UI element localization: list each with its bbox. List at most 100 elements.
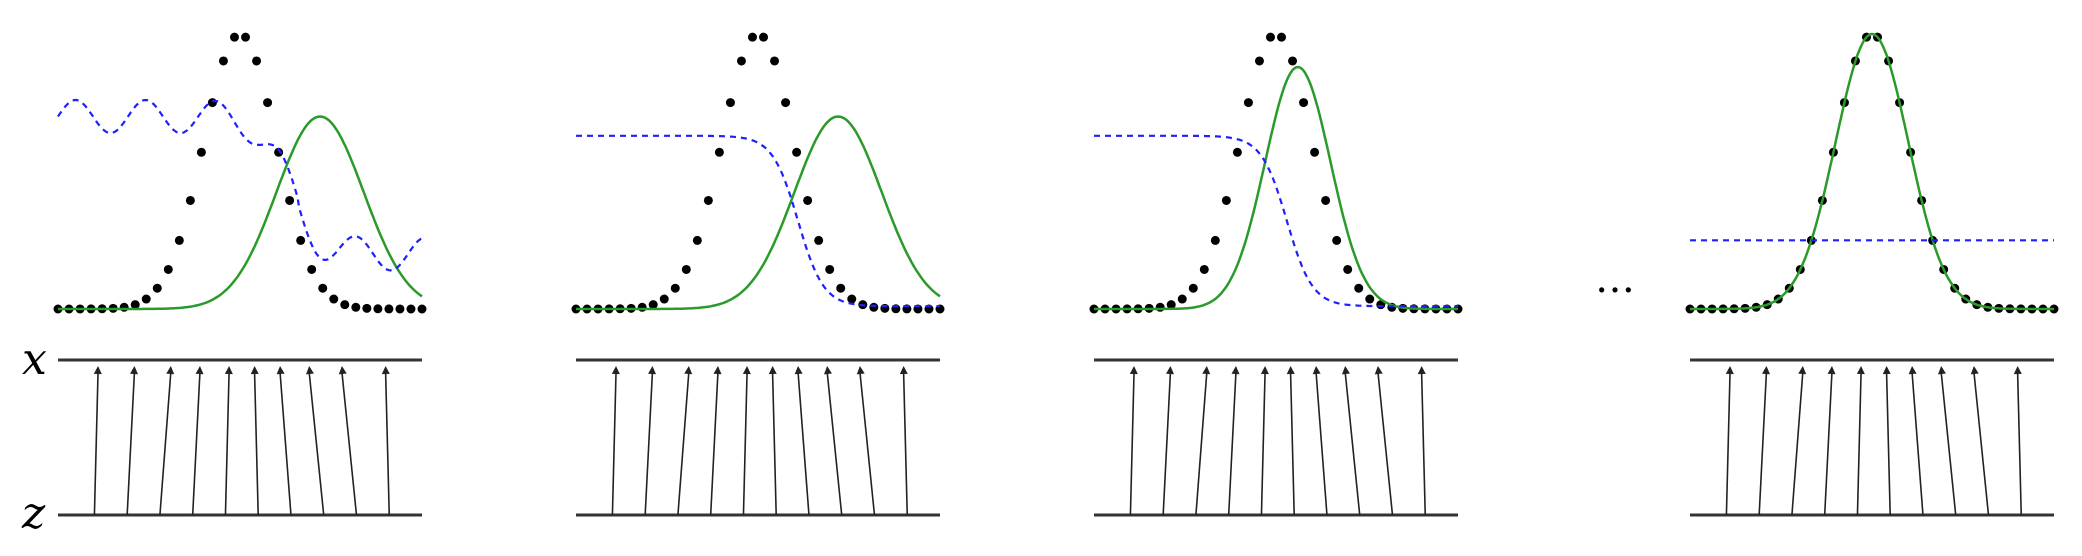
- target-dot: [329, 294, 339, 304]
- target-dot: [681, 264, 691, 274]
- target-dot: [1365, 294, 1375, 304]
- mapping-arrow-head: [1725, 366, 1734, 375]
- mapping-arrow: [224, 371, 230, 516]
- mapping-arrow: [797, 371, 810, 516]
- target-dot: [1265, 32, 1275, 42]
- target-dot: [637, 302, 647, 312]
- target-dot: [781, 98, 791, 108]
- mapping-arrow-head: [195, 366, 204, 375]
- mapping-arrow-head: [794, 366, 803, 375]
- model-distribution-curve: [576, 115, 941, 311]
- mapping-arrow-head: [1129, 366, 1138, 375]
- mapping-arrow: [742, 371, 748, 516]
- target-dot: [384, 304, 394, 314]
- mapping-arrow: [1289, 371, 1295, 516]
- mapping-arrow-head: [276, 366, 285, 375]
- target-dot: [340, 300, 350, 310]
- target-dot: [803, 195, 813, 205]
- panel-4: [1685, 32, 2059, 517]
- mapping-arrow: [1227, 371, 1237, 516]
- discriminator-curve: [57, 98, 423, 272]
- target-dot: [263, 98, 273, 108]
- target-dot: [1254, 56, 1264, 66]
- target-dot: [229, 32, 239, 42]
- mapping-arrow-head: [1827, 366, 1836, 375]
- mapping-arrow: [1940, 371, 1957, 516]
- target-dot: [163, 264, 173, 274]
- mapping-arrow: [902, 371, 909, 516]
- target-dot: [1288, 56, 1298, 66]
- mapping-arrow: [191, 371, 201, 516]
- target-dot: [1177, 294, 1187, 304]
- mapping-arrow-head: [130, 366, 139, 375]
- panel-1: [53, 32, 427, 517]
- model-distribution-curve: [58, 115, 423, 311]
- target-dot: [770, 56, 780, 66]
- panel-2: [571, 32, 945, 517]
- mapping-arrow-head: [648, 366, 657, 375]
- target-dot: [285, 195, 295, 205]
- mapping-arrow: [1129, 371, 1135, 516]
- target-dot: [659, 294, 669, 304]
- target-dot: [747, 32, 757, 42]
- mapping-arrow: [826, 371, 843, 516]
- target-dot: [869, 302, 879, 312]
- model-distribution-curve: [1690, 32, 2054, 311]
- panels-group: [53, 32, 2059, 517]
- target-dot: [1332, 235, 1342, 245]
- target-dot: [119, 302, 129, 312]
- target-dot: [1354, 283, 1364, 293]
- mapping-arrow-head: [1286, 366, 1295, 375]
- mapping-arrow-head: [1762, 366, 1771, 375]
- mapping-arrow-head: [1417, 366, 1426, 375]
- target-dot: [362, 303, 372, 313]
- target-dot: [1277, 32, 1287, 42]
- target-dot: [825, 264, 835, 274]
- discriminator-curve: [1094, 134, 1458, 308]
- mapping-arrow: [677, 371, 690, 516]
- target-dot: [241, 32, 251, 42]
- target-dot: [725, 98, 735, 108]
- mapping-arrow: [126, 371, 136, 516]
- mapping-arrow: [384, 371, 391, 516]
- target-dot: [218, 56, 228, 66]
- target-dot: [1243, 98, 1253, 108]
- mapping-arrow: [1911, 371, 1924, 516]
- target-dot: [670, 283, 680, 293]
- mapping-arrow-head: [1882, 366, 1891, 375]
- mapping-arrow-head: [1937, 366, 1946, 375]
- mapping-arrow-head: [2013, 366, 2022, 375]
- mapping-arrow-head: [1856, 366, 1865, 375]
- mapping-arrow: [709, 371, 719, 516]
- mapping-arrow: [1885, 371, 1891, 516]
- mapping-arrow: [644, 371, 654, 516]
- mapping-arrow-head: [1260, 366, 1269, 375]
- target-dot: [130, 300, 140, 310]
- mapping-arrow-head: [250, 366, 259, 375]
- mapping-arrow-head: [381, 366, 390, 375]
- target-dot: [1321, 195, 1331, 205]
- mapping-arrow-head: [1970, 366, 1979, 375]
- panel-3: [1089, 32, 1463, 517]
- target-dot: [1210, 235, 1220, 245]
- target-dot: [847, 294, 857, 304]
- mapping-arrow: [1315, 371, 1328, 516]
- target-dot: [318, 283, 328, 293]
- mapping-arrow-head: [305, 366, 314, 375]
- target-dot: [792, 147, 802, 157]
- target-dot: [207, 98, 217, 108]
- mapping-arrow: [308, 371, 325, 516]
- mapping-arrow: [1377, 371, 1394, 516]
- target-dot: [814, 235, 824, 245]
- mapping-arrow-head: [1312, 366, 1321, 375]
- target-dot: [703, 195, 713, 205]
- mapping-arrow-head: [1908, 366, 1917, 375]
- mapping-arrow: [1856, 371, 1862, 516]
- ellipsis: …: [1595, 256, 1635, 302]
- target-dot: [174, 235, 184, 245]
- target-dot: [1155, 302, 1165, 312]
- discriminator-curve: [576, 134, 940, 308]
- mapping-arrow: [1420, 371, 1427, 516]
- target-dot: [1232, 147, 1242, 157]
